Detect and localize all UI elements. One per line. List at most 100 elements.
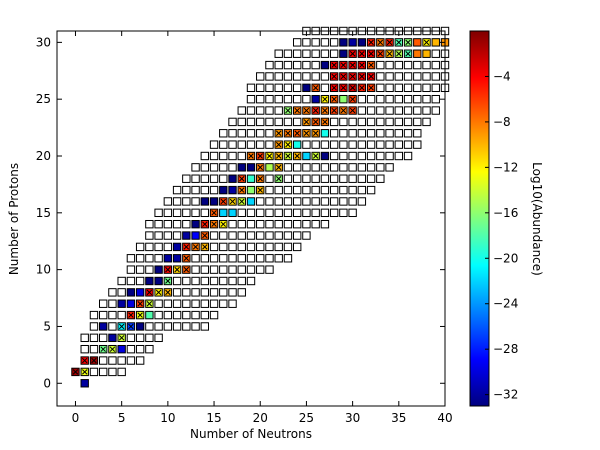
nuclide-cell: [135, 356, 145, 365]
nuclide-cell: [265, 208, 274, 218]
y-axis-label: Number of Protons: [7, 163, 21, 275]
nuclide-cell: [163, 254, 173, 263]
nuclide-cell: [413, 129, 422, 138]
nuclide-cell: [172, 208, 182, 218]
stable-marker: [349, 73, 356, 80]
nuclide-cell: [394, 151, 403, 161]
nuclide-cell: [348, 174, 357, 183]
nuclide-cell: [376, 83, 385, 93]
nuclide-cell: [311, 140, 320, 149]
nuclide-cell: [413, 83, 422, 93]
nuclide-cell: [265, 60, 274, 70]
nuclide-cell: [293, 94, 302, 104]
nuclide-cell: [126, 344, 136, 354]
nuclide-cell: [311, 197, 320, 206]
y-tick-label: 25: [36, 92, 51, 106]
nuclide-cell: [228, 174, 237, 183]
nuclide-cell: [329, 117, 339, 127]
nuclide-cell: [191, 231, 200, 240]
nuclide-cell: [209, 151, 219, 161]
nuclide-cell: [293, 208, 302, 218]
nuclide-cell: [385, 83, 394, 93]
nuclide-cell: [339, 151, 348, 161]
plot-frame: [56, 30, 446, 407]
nuclide-cell: [403, 94, 413, 104]
nuclide-cell: [320, 185, 330, 195]
nuclide-cell: [200, 151, 210, 161]
nuclide-cell: [219, 208, 228, 218]
nuclide-cell: [274, 208, 283, 218]
nuclide-cell: [126, 356, 136, 365]
nuclide-cell: [80, 333, 89, 343]
nuclide-cell: [413, 72, 422, 81]
nuclide-cell: [237, 242, 246, 252]
nuclide-cell: [339, 49, 348, 58]
nuclide-cell: [99, 367, 108, 377]
nuclide-cell: [108, 310, 117, 320]
nuclide-cell: [126, 254, 136, 263]
nuclide-cell: [126, 276, 136, 286]
nuclide-cell: [246, 276, 256, 286]
stable-marker: [322, 107, 328, 114]
nuclide-cell: [283, 72, 293, 81]
nuclide-cell: [339, 174, 348, 183]
nuclide-cell: [117, 310, 126, 320]
nuclide-cell: [431, 49, 440, 58]
nuclide-cell: [329, 49, 339, 58]
stable-marker: [396, 51, 402, 57]
nuclide-cell: [293, 60, 302, 70]
stable-marker: [359, 73, 365, 80]
nuclide-cell: [329, 129, 339, 138]
nuclide-cell: [145, 344, 154, 354]
stable-marker: [377, 51, 384, 57]
nuclide-cell: [246, 174, 256, 183]
nuclide-cell: [394, 94, 403, 104]
nuclide-cell: [283, 242, 293, 252]
nuclide-cell: [265, 242, 274, 252]
nuclide-cell: [385, 94, 394, 104]
nuclide-cell: [237, 151, 246, 161]
nuclide-cell: [302, 83, 311, 93]
nuclide-cell: [256, 117, 265, 127]
stable-marker: [91, 357, 97, 364]
nuclide-cell: [99, 322, 108, 331]
nuclide-cell: [237, 106, 246, 115]
stable-marker: [275, 164, 282, 171]
colorbar: [469, 30, 490, 407]
y-tick-label: 10: [36, 263, 51, 277]
y-tick-label: 20: [36, 149, 51, 163]
nuclide-cell: [219, 163, 228, 172]
nuclide-cell: [265, 140, 274, 149]
nuclide-cell: [163, 310, 173, 320]
nuclide-cell: [265, 117, 274, 127]
nuclide-cell: [145, 265, 154, 274]
nuclide-cell: [237, 288, 246, 297]
nuclide-cell: [357, 117, 367, 127]
nuclide-cell: [302, 174, 311, 183]
nuclide-cell: [117, 356, 126, 365]
stable-marker: [146, 289, 153, 296]
nuclide-cell: [163, 219, 173, 229]
stable-marker: [285, 107, 291, 114]
nuclide-cell: [191, 288, 200, 297]
nuclide-cell: [256, 83, 265, 93]
nuclide-cell: [366, 106, 376, 115]
nuclide-cell: [172, 322, 182, 331]
nuclide-cell: [246, 219, 256, 229]
nuclide-cell: [293, 140, 302, 149]
nuclide-cell: [172, 197, 182, 206]
stable-marker: [349, 96, 356, 102]
x-axis-ticks: 0 5 10 15 20 25 30 35 40: [72, 31, 453, 425]
stable-marker: [165, 289, 171, 296]
stable-marker: [239, 187, 245, 193]
nuclide-cell: [89, 367, 99, 377]
nuclide-cell: [293, 72, 302, 81]
nuclide-cell: [135, 254, 145, 263]
nuclide-cell: [302, 219, 311, 229]
nuclide-cell: [357, 94, 367, 104]
stable-marker: [275, 176, 282, 182]
nuclide-cell: [431, 60, 440, 70]
stable-marker: [396, 39, 402, 46]
nuclide-cell: [182, 185, 191, 195]
